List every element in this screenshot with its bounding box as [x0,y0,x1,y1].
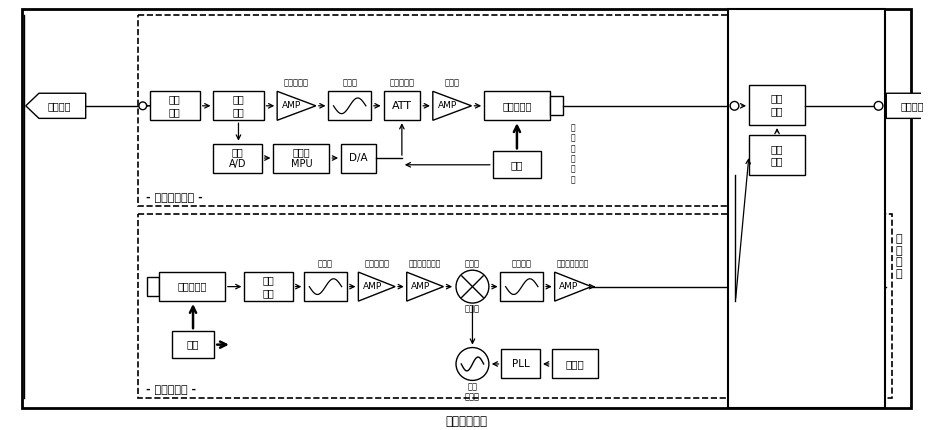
Text: 电源: 电源 [510,160,523,170]
Polygon shape [554,272,591,301]
Polygon shape [407,272,444,301]
Text: AMP: AMP [559,282,578,291]
Polygon shape [886,93,938,118]
Bar [149,91,200,120]
Bar [138,214,892,398]
Text: 锁相环: 锁相环 [465,304,480,313]
Bar [146,277,159,296]
Circle shape [874,101,883,110]
Text: - 光接收机模组 -: - 光接收机模组 - [145,194,203,203]
Polygon shape [25,93,85,118]
Text: 光纤输入: 光纤输入 [48,101,71,111]
Text: 解码
电路: 解码 电路 [771,94,783,116]
Bar [501,272,543,301]
Text: 阻抗
匹配: 阻抗 匹配 [233,95,244,117]
Bar [244,272,293,301]
Text: AMP: AMP [411,282,431,291]
Text: 输入转接头: 输入转接头 [177,282,206,292]
Text: 放大器: 放大器 [445,78,460,87]
Text: 前置放大器: 前置放大器 [364,259,389,268]
Text: 电视光机顶盒: 电视光机顶盒 [446,415,488,428]
Text: 转
接
同
轴
电
缆: 转 接 同 轴 电 缆 [570,123,575,184]
Text: 滤波器: 滤波器 [318,259,333,268]
Text: 阻抗
匹配: 阻抗 匹配 [263,276,274,298]
Text: D/A: D/A [349,153,368,163]
Circle shape [456,347,489,381]
Bar [728,9,885,408]
Text: PLL: PLL [512,359,530,369]
Circle shape [456,270,489,303]
Text: 电调衰减器: 电调衰减器 [389,78,415,87]
Text: 自动增益放大器: 自动增益放大器 [409,259,441,268]
Text: AMP: AMP [363,282,382,291]
Bar [213,144,262,172]
Bar [273,144,329,172]
Bar [492,151,541,178]
Polygon shape [358,272,395,301]
Text: 控制器: 控制器 [566,359,584,369]
Circle shape [139,102,146,110]
Bar [138,15,730,206]
Text: - 调谐器模组 -: - 调谐器模组 - [145,385,196,395]
Bar [749,135,805,175]
Bar [384,91,420,120]
Text: 变频器: 变频器 [465,259,480,268]
Bar [304,272,347,301]
Text: 光电
转换: 光电 转换 [169,95,180,117]
Circle shape [730,101,739,110]
Text: 输出转接头: 输出转接头 [502,101,532,111]
Text: 自动增益放大器: 自动增益放大器 [557,259,589,268]
Text: ATT: ATT [392,101,412,111]
Text: 前置放大器: 前置放大器 [284,78,309,87]
Text: 电源: 电源 [187,340,199,350]
Text: 本地
振荡器: 本地 振荡器 [465,382,480,402]
Polygon shape [432,91,472,120]
Text: 滤波器: 滤波器 [342,78,357,87]
Bar [749,85,805,125]
Text: 采样
A/D: 采样 A/D [229,147,247,169]
Bar [550,96,564,116]
Bar [484,91,550,120]
Bar [213,91,264,120]
Bar [340,144,376,172]
Bar [552,350,598,378]
Text: 中
频
输
出: 中 频 输 出 [896,234,902,279]
Text: AMP: AMP [282,101,301,111]
Bar [502,350,540,378]
Bar [159,272,225,301]
Text: 解调
电路: 解调 电路 [771,144,783,166]
Text: 中频滤波: 中频滤波 [512,259,532,268]
Polygon shape [277,91,316,120]
Text: 处理器
MPU: 处理器 MPU [291,147,312,169]
Bar [172,331,214,358]
Text: 电视信号: 电视信号 [901,101,925,111]
Bar [328,91,371,120]
Text: AMP: AMP [438,101,457,111]
